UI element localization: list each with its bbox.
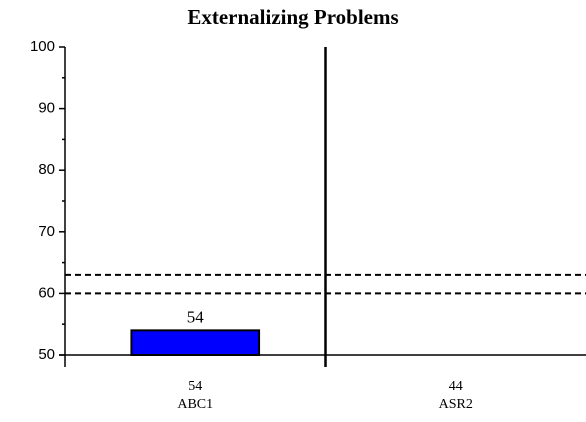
chart-title: Externalizing Problems	[187, 5, 398, 29]
y-tick-label: 70	[38, 223, 55, 240]
bar	[130, 329, 261, 356]
x-tick-label: ASR2	[439, 397, 473, 412]
value-label: 54	[188, 379, 202, 394]
value-label: 44	[449, 379, 463, 394]
x-tick-label: ABC1	[177, 397, 213, 412]
y-tick-label: 80	[38, 161, 55, 178]
y-tick-label: 50	[38, 346, 55, 363]
data-label: 54	[187, 307, 205, 326]
y-tick-label: 60	[38, 284, 55, 301]
y-tick-label: 100	[30, 38, 55, 55]
y-tick-label: 90	[38, 100, 55, 117]
